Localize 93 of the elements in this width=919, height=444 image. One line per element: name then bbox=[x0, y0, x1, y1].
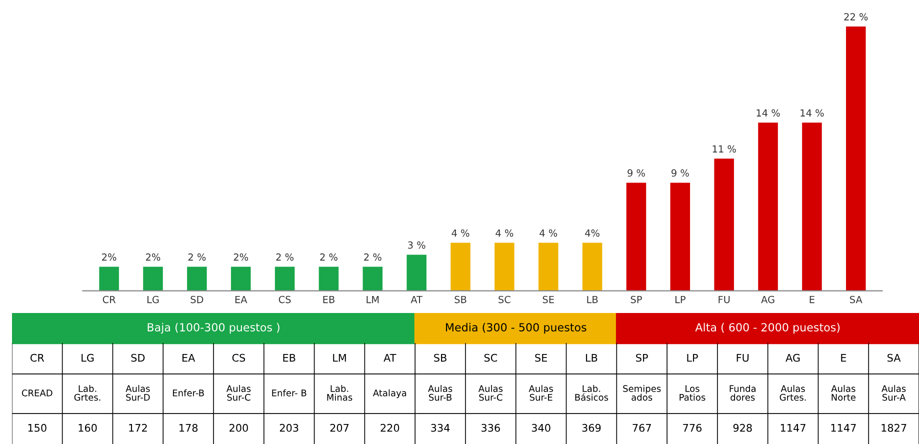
text: 160 bbox=[78, 424, 97, 432]
data-label: 9 % bbox=[672, 169, 689, 177]
text: 200 bbox=[230, 424, 248, 432]
x-tick-label: CR bbox=[102, 296, 116, 304]
x-tick-label: LG bbox=[147, 296, 159, 304]
category-label: SE bbox=[535, 354, 547, 362]
category-label: LP bbox=[687, 354, 698, 362]
x-tick-label: AG bbox=[761, 296, 774, 304]
category-label: AG bbox=[786, 354, 800, 362]
text: Aulas Sur-C bbox=[226, 385, 251, 401]
data-label: 2% bbox=[102, 253, 116, 261]
x-tick-label: LB bbox=[587, 296, 598, 304]
x-tick-label: EA bbox=[235, 296, 248, 304]
category-label: SP bbox=[636, 354, 648, 362]
text: 178 bbox=[180, 424, 198, 432]
text: 334 bbox=[431, 424, 450, 432]
text: 172 bbox=[129, 424, 147, 432]
category-label: FU bbox=[736, 354, 749, 362]
text: Lab. Básicos bbox=[575, 385, 608, 401]
data-label: 4 % bbox=[452, 229, 470, 237]
x-tick-label: SE bbox=[542, 296, 554, 304]
text: Baja (100-300 puestos ) bbox=[148, 322, 280, 334]
x-tick-label: E bbox=[810, 296, 814, 304]
text: Aulas Sur-C bbox=[478, 385, 503, 401]
category-label: SA bbox=[888, 354, 901, 362]
category-label: CR bbox=[30, 354, 44, 362]
data-label: 2 % bbox=[364, 253, 382, 261]
category-label: SD bbox=[131, 354, 145, 362]
text: Aulas Sur-E bbox=[528, 385, 553, 401]
category-label: LB bbox=[586, 354, 598, 362]
text: Los Patios bbox=[680, 385, 706, 401]
text: 150 bbox=[28, 424, 46, 432]
data-label: 2% bbox=[234, 253, 248, 261]
x-tick-label: LM bbox=[366, 296, 379, 304]
text: Enfer- B bbox=[272, 389, 306, 396]
data-label: 2 % bbox=[276, 253, 294, 261]
x-tick-label: SP bbox=[630, 296, 642, 304]
text: 207 bbox=[330, 424, 349, 432]
text: 767 bbox=[632, 424, 651, 432]
text: Semipes ados bbox=[623, 385, 661, 401]
text: Lab. Grtes. bbox=[74, 385, 100, 401]
text: 340 bbox=[532, 424, 550, 432]
text: Media (300 - 500 puestos bbox=[446, 322, 586, 334]
data-label: 2% bbox=[146, 253, 160, 261]
data-label: 9 % bbox=[628, 169, 645, 177]
text: 1827 bbox=[882, 424, 906, 432]
category-label: EA bbox=[182, 354, 196, 362]
category-label: E bbox=[841, 354, 846, 362]
category-label: SC bbox=[484, 354, 498, 362]
x-tick-label: EB bbox=[323, 296, 334, 304]
x-tick-label: CS bbox=[278, 296, 291, 304]
data-label: 11 % bbox=[712, 145, 736, 153]
data-label: 14 % bbox=[756, 109, 780, 117]
text: Alta ( 600 - 2000 puestos) bbox=[695, 322, 840, 334]
text: Lab. Minas bbox=[327, 385, 352, 401]
category-label: LG bbox=[82, 354, 94, 362]
category-label: SB bbox=[434, 354, 446, 362]
text: 1147 bbox=[831, 424, 856, 432]
category-label: EB bbox=[283, 354, 296, 362]
text: Funda dores bbox=[730, 385, 756, 401]
text: Aulas Grtes. bbox=[780, 385, 806, 401]
text: 928 bbox=[733, 424, 752, 432]
text: 1147 bbox=[780, 424, 806, 432]
text: 336 bbox=[482, 424, 500, 432]
x-tick-label: AT bbox=[410, 296, 423, 304]
data-label: 2 % bbox=[320, 253, 338, 261]
text: 369 bbox=[582, 424, 601, 432]
data-label: 4% bbox=[585, 229, 600, 237]
data-label: 4 % bbox=[540, 229, 558, 237]
text: Aulas Sur-A bbox=[882, 385, 906, 401]
x-tick-label: FU bbox=[718, 296, 730, 304]
category-label: LM bbox=[333, 354, 346, 362]
x-tick-label: SB bbox=[454, 296, 466, 304]
x-tick-label: LP bbox=[675, 296, 686, 304]
text: 203 bbox=[280, 424, 298, 432]
x-tick-label: SD bbox=[190, 296, 204, 304]
data-label: 4 % bbox=[496, 229, 514, 237]
text: 776 bbox=[683, 424, 702, 432]
text: Atalaya bbox=[372, 389, 406, 398]
category-label: AT bbox=[384, 354, 396, 362]
text: Aulas Sur-B bbox=[428, 385, 452, 401]
data-label: 22 % bbox=[844, 13, 868, 20]
text: Aulas Sur-D bbox=[126, 385, 150, 401]
text: Aulas Norte bbox=[831, 385, 856, 401]
data-label: 3 % bbox=[408, 241, 426, 249]
data-label: 2 % bbox=[188, 253, 206, 261]
category-label: CS bbox=[232, 354, 246, 362]
x-tick-label: SA bbox=[850, 296, 862, 304]
text: CREAD bbox=[22, 390, 52, 396]
text: 220 bbox=[380, 424, 400, 432]
text: Enfer-B bbox=[172, 389, 204, 396]
x-tick-label: SC bbox=[498, 296, 510, 304]
data-label: 14 % bbox=[800, 109, 824, 117]
